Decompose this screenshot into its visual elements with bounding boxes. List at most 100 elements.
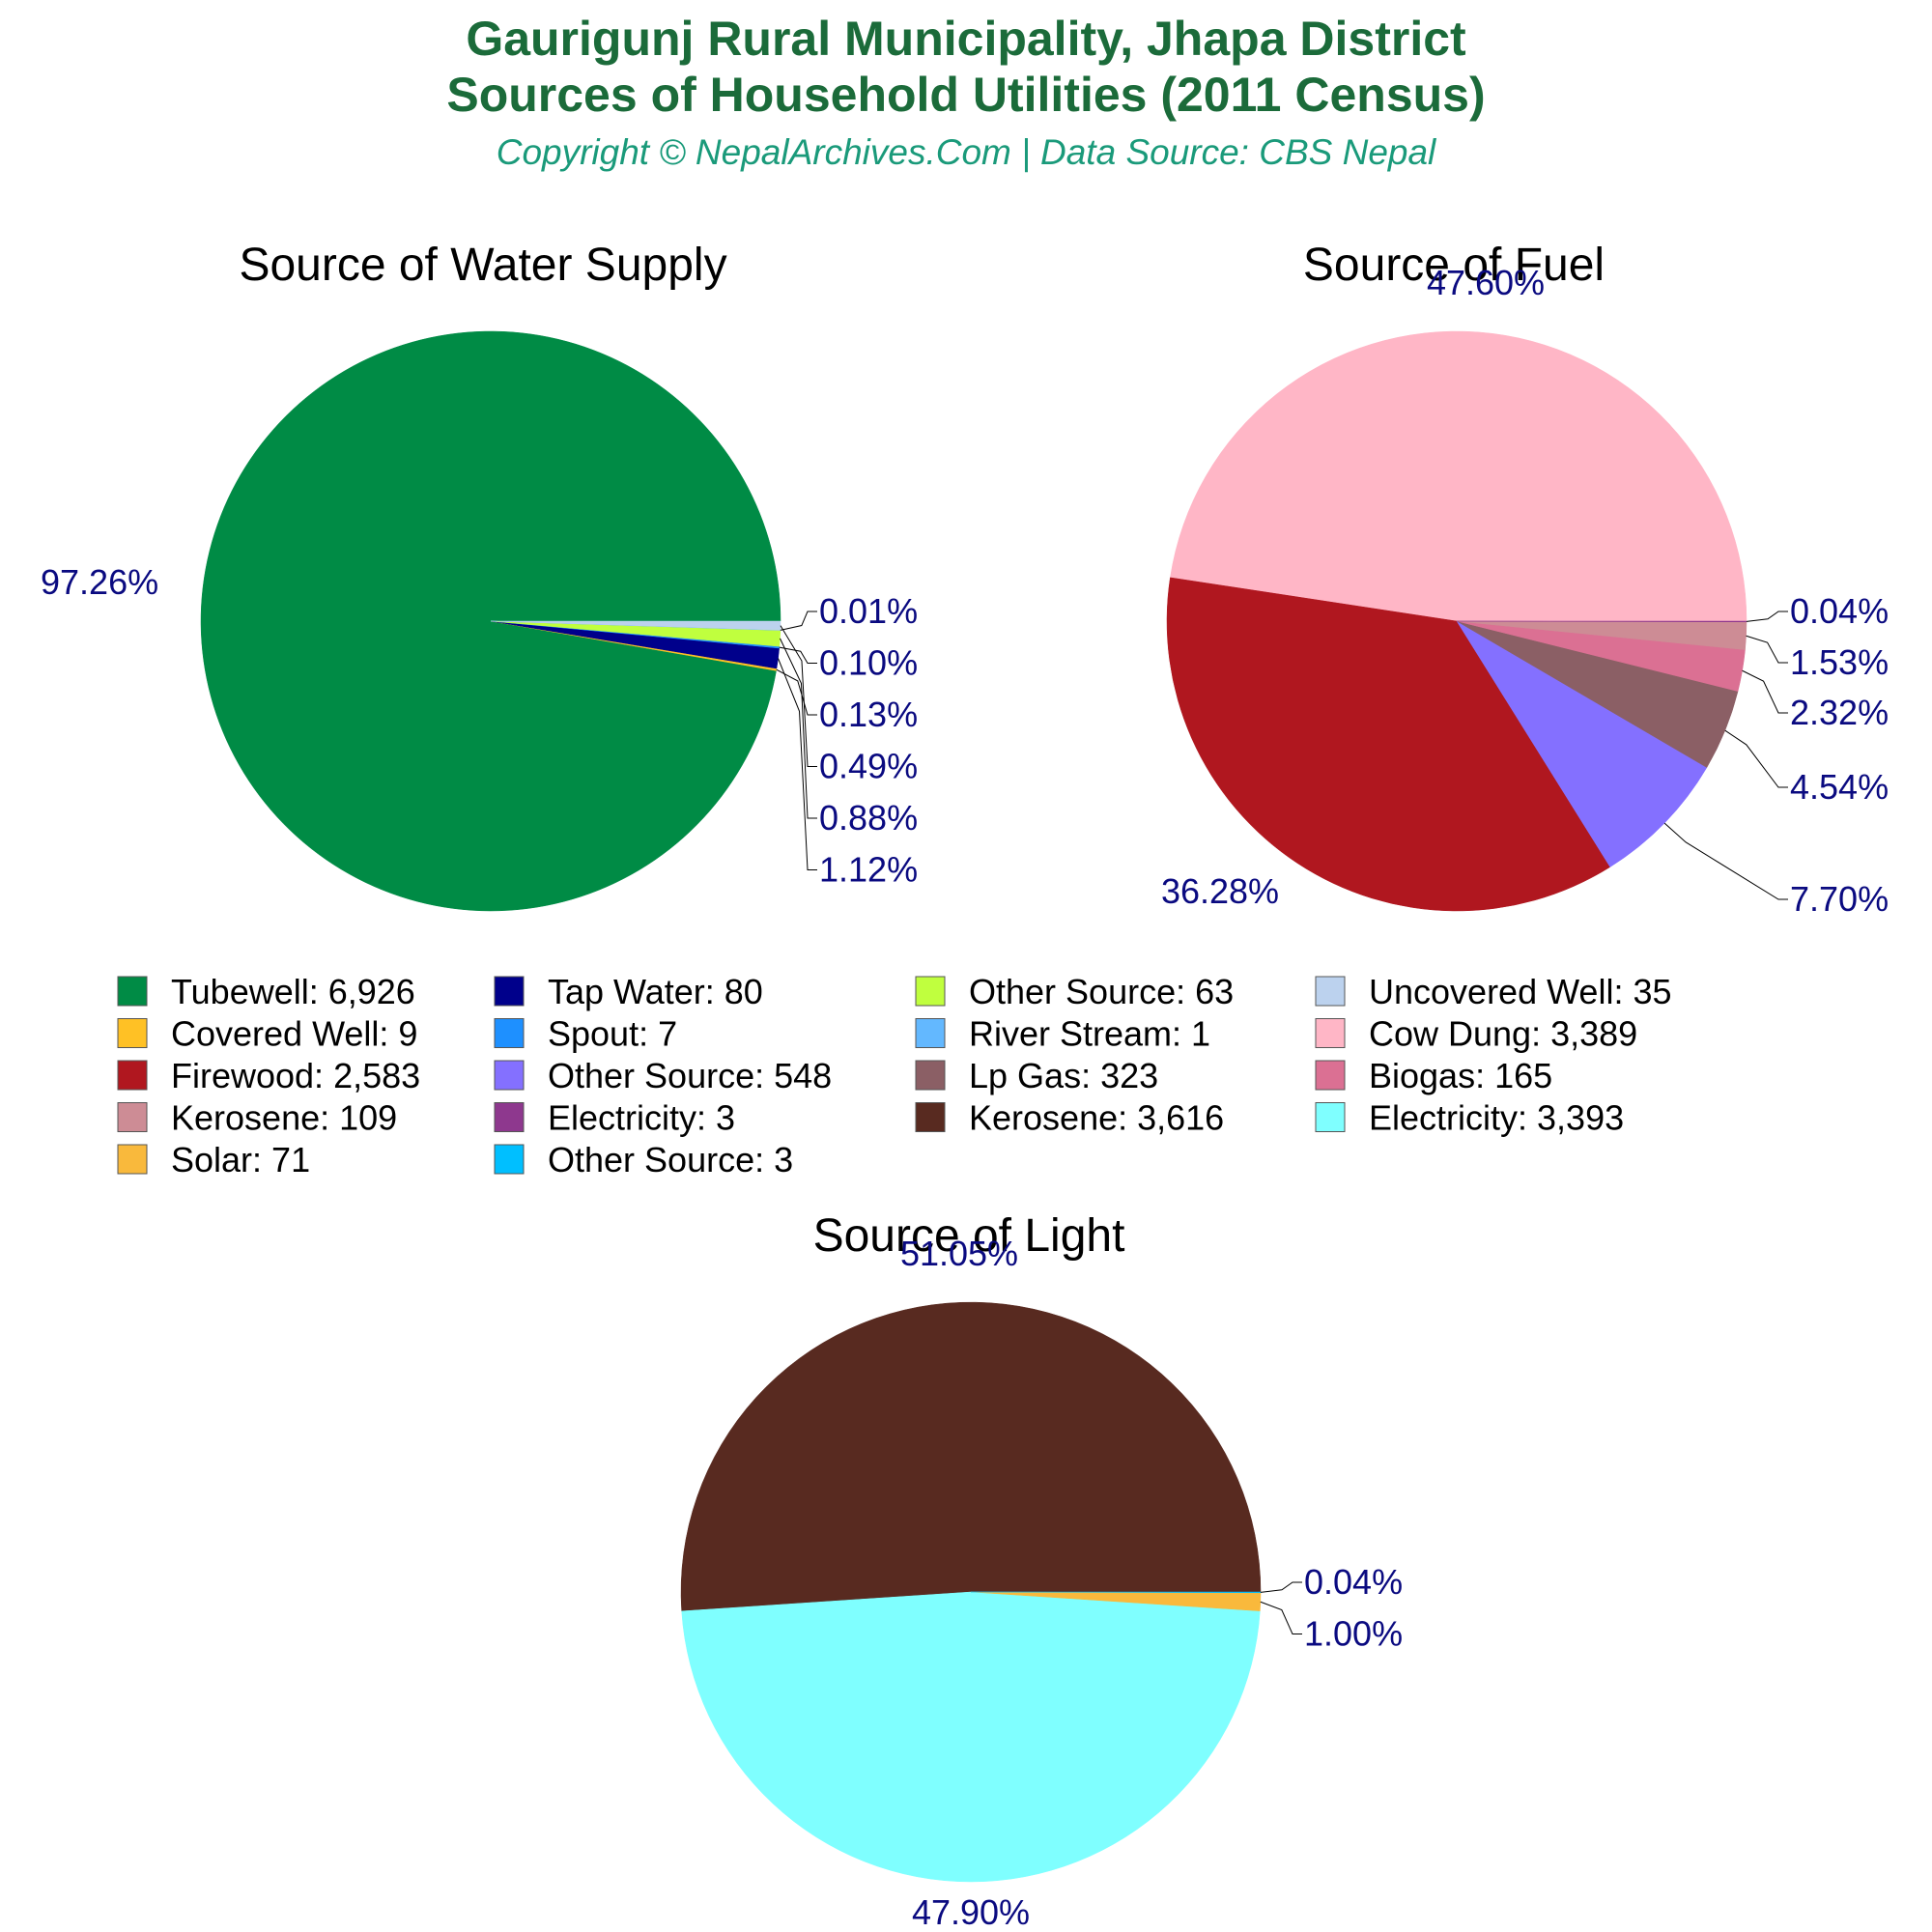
percent-label: 97.26%: [41, 562, 158, 602]
percent-label: 0.49%: [819, 747, 918, 786]
leader-line: [1663, 822, 1788, 900]
percent-label: 4.54%: [1790, 767, 1889, 807]
legend-item-other-source: Other Source: 63: [915, 972, 1234, 1011]
light-pie: 51.05% 47.90% 0.04% 1.00%: [680, 1234, 1403, 1932]
legend-label: Electricity: 3: [548, 1098, 735, 1138]
percent-label: 2.32%: [1790, 693, 1889, 732]
legend-swatch: [1315, 1018, 1346, 1048]
legend-item-tubewell: Tubewell: 6,926: [117, 972, 415, 1011]
legend-swatch: [117, 976, 148, 1007]
leader-line: [1260, 1601, 1302, 1634]
water-supply-pie: 97.26% 0.01% 0.10% 0.13% 0.49% 0.88% 1.12%: [41, 330, 918, 912]
leader-line: [780, 625, 817, 767]
legend-item-other-source: Other Source: 548: [494, 1056, 832, 1095]
water-supply-chart: Source of Water Supply 97.26% 0.01% 0.10% 0…: [41, 240, 918, 912]
legend-swatch: [117, 1060, 148, 1091]
percent-label: 1.00%: [1304, 1614, 1403, 1654]
percent-label: 0.04%: [1790, 591, 1889, 631]
legend-item-lp-gas: Lp Gas: 323: [915, 1056, 1158, 1095]
percent-label: 47.90%: [912, 1892, 1030, 1932]
legend-swatch: [494, 1018, 525, 1048]
percent-label: 0.88%: [819, 798, 918, 838]
legend-label: Cow Dung: 3,389: [1369, 1014, 1637, 1054]
legend-label: Other Source: 548: [548, 1056, 832, 1095]
pie-slice-electricity: [681, 1591, 1261, 1883]
legend-swatch: [915, 976, 946, 1007]
legend: Tubewell: 6,926 Tap Water: 80 Other Source…: [117, 972, 1672, 1179]
legend-label: Kerosene: 109: [171, 1098, 397, 1138]
legend-item-electricity: Electricity: 3,393: [1315, 1098, 1624, 1138]
legend-item-other-source: Other Source: 3: [494, 1140, 793, 1179]
figure-title-line2: Sources of Household Utilities (2011 Cen…: [446, 68, 1485, 122]
water-supply-title: Source of Water Supply: [239, 240, 726, 291]
percent-label: 0.10%: [819, 643, 918, 683]
legend-item-solar: Solar: 71: [117, 1140, 310, 1179]
pie-slice-other-source: [1456, 620, 1708, 867]
percent-label: 1.12%: [819, 850, 918, 890]
legend-item-firewood: Firewood: 2,583: [117, 1056, 420, 1095]
legend-item-cow-dung: Cow Dung: 3,389: [1315, 1014, 1637, 1054]
legend-swatch: [1315, 976, 1346, 1007]
legend-swatch: [117, 1144, 148, 1175]
leader-line: [779, 646, 817, 664]
legend-label: Uncovered Well: 35: [1369, 972, 1672, 1011]
legend-item-spout: Spout: 7: [494, 1014, 677, 1054]
percent-label: 0.04%: [1304, 1562, 1403, 1602]
figure-subtitle: Copyright © NepalArchives.Com | Data Sou…: [497, 132, 1437, 172]
light-title: Source of Light: [813, 1210, 1125, 1262]
legend-label: Spout: 7: [548, 1014, 677, 1054]
legend-label: Other Source: 63: [969, 972, 1234, 1011]
leader-line: [1746, 635, 1788, 664]
pie-slice-kerosene: [680, 1301, 1262, 1612]
leader-line: [1724, 729, 1788, 788]
leader-line: [1746, 611, 1788, 622]
legend-label: Covered Well: 9: [171, 1014, 417, 1054]
legend-item-biogas: Biogas: 165: [1315, 1056, 1552, 1095]
percent-label: 7.70%: [1790, 879, 1889, 919]
legend-label: Lp Gas: 323: [969, 1056, 1158, 1095]
legend-swatch: [494, 1102, 525, 1132]
percent-label: 1.53%: [1790, 642, 1889, 682]
legend-label: Electricity: 3,393: [1369, 1098, 1624, 1138]
legend-item-kerosene: Kerosene: 109: [117, 1098, 397, 1138]
legend-swatch: [1315, 1060, 1346, 1091]
legend-swatch: [915, 1060, 946, 1091]
legend-label: Solar: 71: [171, 1140, 310, 1179]
fuel-pie: 47.60% 36.28% 0.04% 1.53% 2.32% 4.54% 7.70%: [1161, 263, 1889, 919]
legend-label: River Stream: 1: [969, 1014, 1210, 1054]
legend-label: Biogas: 165: [1369, 1056, 1552, 1095]
legend-swatch: [494, 1060, 525, 1091]
legend-swatch: [117, 1102, 148, 1132]
percent-label: 0.01%: [819, 591, 918, 631]
percent-label: 47.60%: [1427, 263, 1545, 302]
legend-item-uncovered-well: Uncovered Well: 35: [1315, 972, 1672, 1011]
legend-item-covered-well: Covered Well: 9: [117, 1014, 417, 1054]
legend-item-river-stream: River Stream: 1: [915, 1014, 1210, 1054]
legend-item-electricity: Electricity: 3: [494, 1098, 735, 1138]
leader-line: [1260, 1581, 1302, 1593]
leader-line: [776, 668, 817, 716]
legend-label: Firewood: 2,583: [171, 1056, 420, 1095]
legend-item-kerosene: Kerosene: 3,616: [915, 1098, 1224, 1138]
pie-slice-firewood: [1166, 577, 1611, 912]
legend-swatch: [915, 1102, 946, 1132]
leader-line: [780, 638, 817, 819]
pie-slice-cow-dung: [1170, 330, 1747, 622]
legend-swatch: [915, 1018, 946, 1048]
leader-line: [1742, 669, 1788, 714]
light-chart: Source of Light 51.05% 47.90% 0.04% 1.00%: [680, 1210, 1403, 1932]
fuel-title: Source of Fuel: [1303, 240, 1605, 291]
legend-item-tap-water: Tap Water: 80: [494, 972, 763, 1011]
legend-label: Tap Water: 80: [548, 972, 763, 1011]
percent-label: 51.05%: [900, 1234, 1018, 1273]
legend-swatch: [494, 1144, 525, 1175]
legend-swatch: [494, 976, 525, 1007]
leader-line: [780, 611, 817, 631]
legend-label: Tubewell: 6,926: [171, 972, 415, 1011]
percent-label: 36.28%: [1161, 871, 1279, 911]
fuel-chart: Source of Fuel 47.60% 36.28% 0.04% 1.53% 2.3…: [1161, 240, 1889, 919]
legend-swatch: [1315, 1102, 1346, 1132]
figure-title-line1: Gaurigunj Rural Municipality, Jhapa Dist…: [466, 12, 1466, 66]
legend-label: Other Source: 3: [548, 1140, 793, 1179]
